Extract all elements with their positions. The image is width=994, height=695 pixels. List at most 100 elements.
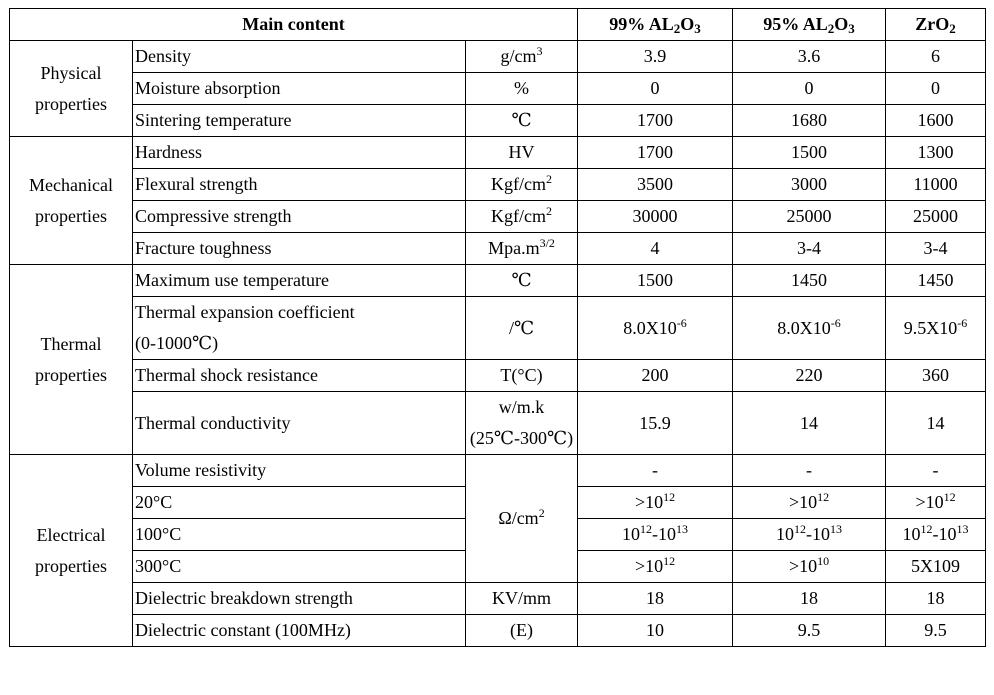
- category-mechanical: Mechanical properties: [9, 136, 133, 265]
- category-physical: Physical properties: [9, 40, 133, 137]
- unit-text: g/cm: [500, 46, 537, 66]
- value-cell: 1700: [577, 104, 734, 137]
- property-name: 300°C: [132, 550, 466, 583]
- value-text: >10: [634, 556, 664, 576]
- category-label: properties: [35, 555, 107, 576]
- col1-sub3: 3: [694, 21, 701, 36]
- value-cell: 18: [885, 582, 987, 615]
- property-name: Maximum use temperature: [132, 264, 466, 297]
- property-name: Thermal shock resistance: [132, 359, 466, 392]
- category-label: Physical: [40, 62, 102, 83]
- col2-mid: O: [834, 14, 849, 34]
- properties-table: Main content 99% AL2O3 95% AL2O3 ZrO2 Ph…: [8, 8, 987, 647]
- value-cell: 25000: [732, 200, 887, 233]
- value-cell: 220: [732, 359, 887, 392]
- property-name: Hardness: [132, 136, 466, 169]
- value-cell: 0: [885, 72, 987, 105]
- table-row: Thermal shock resistance T(°C) 200 220 3…: [10, 359, 987, 392]
- property-name: Thermal expansion coefficient (0-1000℃): [132, 296, 466, 360]
- col2-sub3: 3: [848, 21, 855, 36]
- category-label: Mechanical: [29, 174, 113, 195]
- category-label: properties: [35, 364, 107, 385]
- unit-sup: 2: [546, 172, 552, 186]
- table-row: Dielectric breakdown strength KV/mm 18 1…: [10, 582, 987, 615]
- property-name: Volume resistivity: [132, 454, 466, 487]
- col2-prefix: 95% AL: [763, 14, 828, 34]
- value-cell: 9.5: [885, 614, 987, 647]
- value-cell: 11000: [885, 168, 987, 201]
- value-cell: 1600: [885, 104, 987, 137]
- property-name-line: Thermal expansion coefficient: [135, 302, 355, 322]
- value-cell: 3.6: [732, 40, 887, 73]
- col3-prefix: ZrO: [915, 14, 950, 34]
- category-thermal: Thermal properties: [9, 264, 133, 455]
- value-cell: -: [577, 454, 734, 487]
- value-cell: 9.5: [732, 614, 887, 647]
- value-cell: -: [885, 454, 987, 487]
- value-cell: >1012: [885, 486, 987, 519]
- property-unit: Ω/cm2: [464, 454, 579, 583]
- table-row: Dielectric constant (100MHz) (E) 10 9.5 …: [10, 614, 987, 647]
- value-text: 10: [776, 524, 795, 544]
- property-unit: (E): [464, 614, 579, 647]
- value-cell: -: [732, 454, 887, 487]
- value-cell: >1010: [732, 550, 887, 583]
- table-row: 300°C >1012 >1010 5X109: [10, 550, 987, 583]
- value-text: -10: [652, 524, 677, 544]
- value-text: 8.0X10: [623, 317, 677, 338]
- value-text: >10: [788, 556, 818, 576]
- value-cell: 360: [885, 359, 987, 392]
- value-cell: 1450: [732, 264, 887, 297]
- value-cell: 3000: [732, 168, 887, 201]
- value-cell: 8.0X10-6: [577, 296, 734, 360]
- col1-prefix: 99% AL: [609, 14, 674, 34]
- property-unit: HV: [464, 136, 579, 169]
- value-cell: 1500: [732, 136, 887, 169]
- property-name: Thermal conductivity: [132, 391, 466, 455]
- value-cell: 10: [577, 614, 734, 647]
- value-text: 9.5X10: [903, 317, 958, 338]
- unit-sup: 3: [536, 44, 543, 58]
- col1-mid: O: [680, 14, 695, 34]
- property-unit: Mpa.m3/2: [464, 232, 579, 265]
- table-row: Physical properties Density g/cm3 3.9 3.…: [9, 40, 987, 137]
- value-cell: 9.5X10-6: [885, 296, 987, 360]
- property-name: Flexural strength: [132, 168, 466, 201]
- value-cell: >1012: [577, 550, 734, 583]
- value-cell: 30000: [577, 200, 734, 233]
- property-name: Compressive strength: [132, 200, 466, 233]
- value-cell: 14: [885, 391, 987, 455]
- property-unit: Kgf/cm2: [464, 168, 579, 201]
- value-cell: 18: [732, 582, 887, 615]
- table-row: Flexural strength Kgf/cm2 3500 3000 1100…: [10, 168, 987, 201]
- value-cell: 18: [577, 582, 734, 615]
- table-row: Thermal conductivity w/m.k (25℃-300℃) 15…: [10, 391, 987, 455]
- value-sup: 12: [663, 490, 676, 504]
- table-row: Compressive strength Kgf/cm2 30000 25000…: [10, 200, 987, 233]
- main-content-header: Main content: [8, 8, 579, 41]
- col-99-alumina-header: 99% AL2O3: [577, 8, 734, 41]
- unit-sup: 2: [546, 204, 552, 218]
- unit-sup: 2: [538, 506, 545, 520]
- value-cell: 0: [732, 72, 887, 105]
- value-cell: 3-4: [732, 232, 887, 265]
- property-unit: Kgf/cm2: [464, 200, 579, 233]
- property-name: Fracture toughness: [132, 232, 466, 265]
- header-row: Main content 99% AL2O3 95% AL2O3 ZrO2: [8, 8, 987, 41]
- value-cell: >1012: [732, 486, 887, 519]
- value-sup: 12: [920, 522, 933, 536]
- property-name: Moisture absorption: [132, 72, 466, 105]
- value-cell: 3.9: [577, 40, 734, 73]
- value-cell: 1500: [577, 264, 734, 297]
- table-row: Electrical properties Volume resistivity…: [9, 454, 987, 647]
- unit-text: Mpa.m: [488, 238, 540, 258]
- value-cell: 6: [885, 40, 987, 73]
- value-cell: 1680: [732, 104, 887, 137]
- value-cell: 4: [577, 232, 734, 265]
- value-sup: 12: [817, 490, 830, 504]
- value-sup: -6: [676, 315, 687, 330]
- property-name: Dielectric breakdown strength: [132, 582, 466, 615]
- category-label: properties: [35, 93, 107, 114]
- value-text: 10: [902, 524, 921, 544]
- property-unit: w/m.k (25℃-300℃): [464, 391, 579, 455]
